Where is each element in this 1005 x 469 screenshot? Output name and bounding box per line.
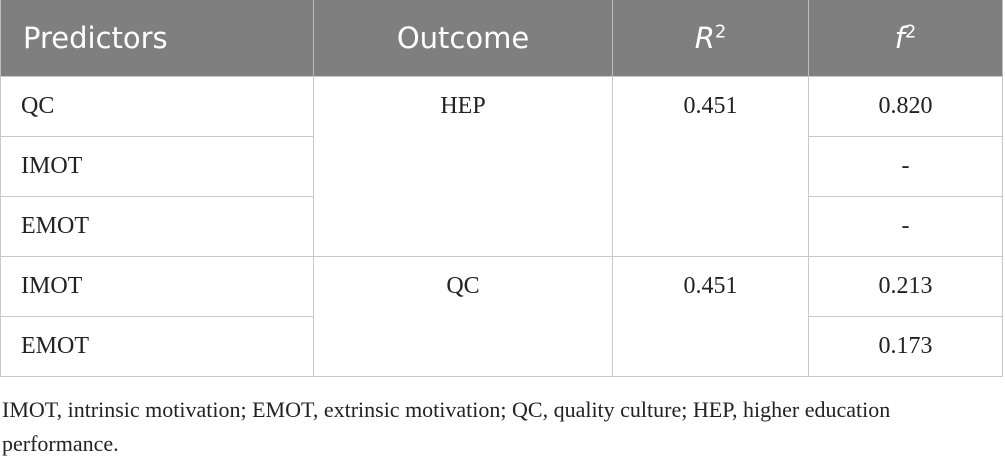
predictor-cell: IMOT (0, 256, 314, 317)
outcome-cell: HEP (313, 76, 613, 257)
header-superscript: 2 (904, 21, 917, 43)
table-row: QC HEP 0.451 0.820 (0, 76, 1003, 257)
predictor-cell: EMOT (0, 316, 314, 377)
f2-cell: - (808, 136, 1003, 197)
header-row: Predictors Outcome R2 f2 (0, 0, 1003, 77)
table-body: QC HEP 0.451 0.820 IMOT - EMOT - IMOT QC 0.451 0.21… (0, 76, 1003, 377)
table-row: EMOT - (0, 196, 1003, 257)
header-superscript: 2 (714, 21, 727, 43)
predictor-cell: QC (0, 76, 314, 137)
table-row: IMOT - (0, 136, 1003, 197)
r2-cell: 0.451 (612, 256, 809, 377)
header-text: Outcome (396, 21, 530, 55)
f2-cell: 0.173 (808, 316, 1003, 377)
header-cell: R2 (612, 0, 809, 77)
f2-cell: 0.820 (808, 76, 1003, 137)
header-text: Predictors (23, 21, 168, 55)
header-cell: Predictors (0, 0, 314, 77)
predictor-cell: IMOT (0, 136, 314, 197)
table: Predictors Outcome R2 f2 QC HEP 0.451 0.820 IMO… (0, 0, 1003, 377)
predictor-cell: EMOT (0, 196, 314, 257)
outcome-cell: QC (313, 256, 613, 377)
f2-cell: 0.213 (808, 256, 1003, 317)
table-row: EMOT 0.173 (0, 316, 1003, 377)
header-text: f (894, 21, 905, 55)
table-row: IMOT QC 0.451 0.213 (0, 256, 1003, 377)
header-cell: Outcome (313, 0, 613, 77)
header-cell: f2 (808, 0, 1003, 77)
footnote: IMOT, intrinsic motivation; EMOT, extrin… (2, 397, 891, 456)
f2-cell: - (808, 196, 1003, 257)
r2-cell: 0.451 (612, 76, 809, 257)
header-text: R (694, 21, 715, 55)
